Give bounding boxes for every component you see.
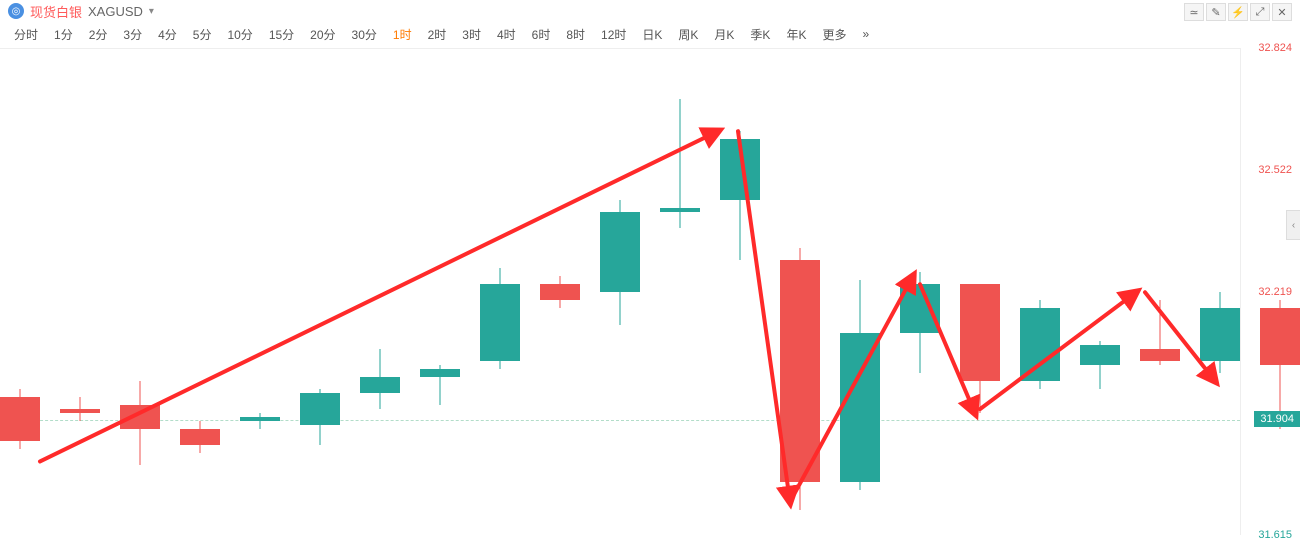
timeframe-8时[interactable]: 8时	[560, 24, 591, 45]
timeframe-10分[interactable]: 10分	[221, 24, 258, 45]
timeframe-4时[interactable]: 4时	[491, 24, 522, 45]
candle[interactable]	[300, 49, 340, 536]
candle[interactable]	[1080, 49, 1120, 536]
y-axis-label: 32.219	[1258, 286, 1292, 298]
candle[interactable]	[180, 49, 220, 536]
y-axis-label: 32.522	[1258, 164, 1292, 176]
timeframe-月K[interactable]: 月K	[708, 24, 740, 45]
candle[interactable]	[840, 49, 880, 536]
timeframe-1时[interactable]: 1时	[387, 24, 418, 45]
candle[interactable]	[600, 49, 640, 536]
candle[interactable]	[1140, 49, 1180, 536]
candle[interactable]	[1200, 49, 1240, 536]
candle[interactable]	[480, 49, 520, 536]
chart-header: ◎ 现货白银 XAGUSD ▾	[0, 0, 1300, 22]
close-button[interactable]: ✕	[1272, 3, 1292, 21]
dropdown-icon[interactable]: ▾	[149, 6, 154, 17]
candle[interactable]	[120, 49, 160, 536]
timeframe-3分[interactable]: 3分	[117, 24, 148, 45]
more-icon[interactable]: »	[856, 25, 875, 43]
candle[interactable]	[540, 49, 580, 536]
timeframe-日K[interactable]: 日K	[636, 24, 668, 45]
timeframe-更多[interactable]: 更多	[816, 24, 852, 45]
y-axis-label: 32.824	[1258, 42, 1292, 54]
current-price-tag: 31.904	[1254, 411, 1300, 427]
timeframe-季K[interactable]: 季K	[744, 24, 776, 45]
timeframe-4分[interactable]: 4分	[152, 24, 183, 45]
chart-canvas[interactable]	[0, 48, 1240, 535]
instrument-name-cn: 现货白银	[30, 2, 82, 21]
candle[interactable]	[60, 49, 100, 536]
toolbar: ≃ ✎ ⚡ ⤢ ✕	[1184, 3, 1292, 21]
timeframe-5分[interactable]: 5分	[187, 24, 218, 45]
candle[interactable]	[0, 49, 40, 536]
timeframe-30分[interactable]: 30分	[346, 24, 383, 45]
instrument-symbol[interactable]: XAGUSD	[88, 4, 143, 19]
draw-button[interactable]: ✎	[1206, 3, 1226, 21]
candle[interactable]	[1020, 49, 1060, 536]
candle[interactable]	[240, 49, 280, 536]
y-axis-label: 31.615	[1258, 529, 1292, 541]
candle[interactable]	[360, 49, 400, 536]
timeframe-2时[interactable]: 2时	[422, 24, 453, 45]
expand-panel-icon[interactable]: ‹	[1286, 210, 1300, 240]
candle[interactable]	[420, 49, 460, 536]
timeframe-年K[interactable]: 年K	[780, 24, 812, 45]
timeframe-15分[interactable]: 15分	[263, 24, 300, 45]
timeframe-1分[interactable]: 1分	[48, 24, 79, 45]
timeframe-分时[interactable]: 分时	[8, 24, 44, 45]
indicator-button[interactable]: ≃	[1184, 3, 1204, 21]
candle[interactable]	[660, 49, 700, 536]
timeframe-3时[interactable]: 3时	[456, 24, 487, 45]
timeframe-周K[interactable]: 周K	[672, 24, 704, 45]
logo-icon: ◎	[8, 3, 24, 19]
candle[interactable]	[780, 49, 820, 536]
timeframe-20分[interactable]: 20分	[304, 24, 341, 45]
timeframe-bar: 分时1分2分3分4分5分10分15分20分30分1时2时3时4时6时8时12时日…	[0, 22, 1300, 46]
candle[interactable]	[960, 49, 1000, 536]
timeframe-12时[interactable]: 12时	[595, 24, 632, 45]
timeframe-6时[interactable]: 6时	[526, 24, 557, 45]
candle[interactable]	[720, 49, 760, 536]
fullscreen-button[interactable]: ⤢	[1250, 3, 1270, 21]
flash-button[interactable]: ⚡	[1228, 3, 1248, 21]
y-axis: 32.82432.52232.21931.90431.615	[1240, 48, 1300, 535]
candle[interactable]	[900, 49, 940, 536]
timeframe-2分[interactable]: 2分	[83, 24, 114, 45]
